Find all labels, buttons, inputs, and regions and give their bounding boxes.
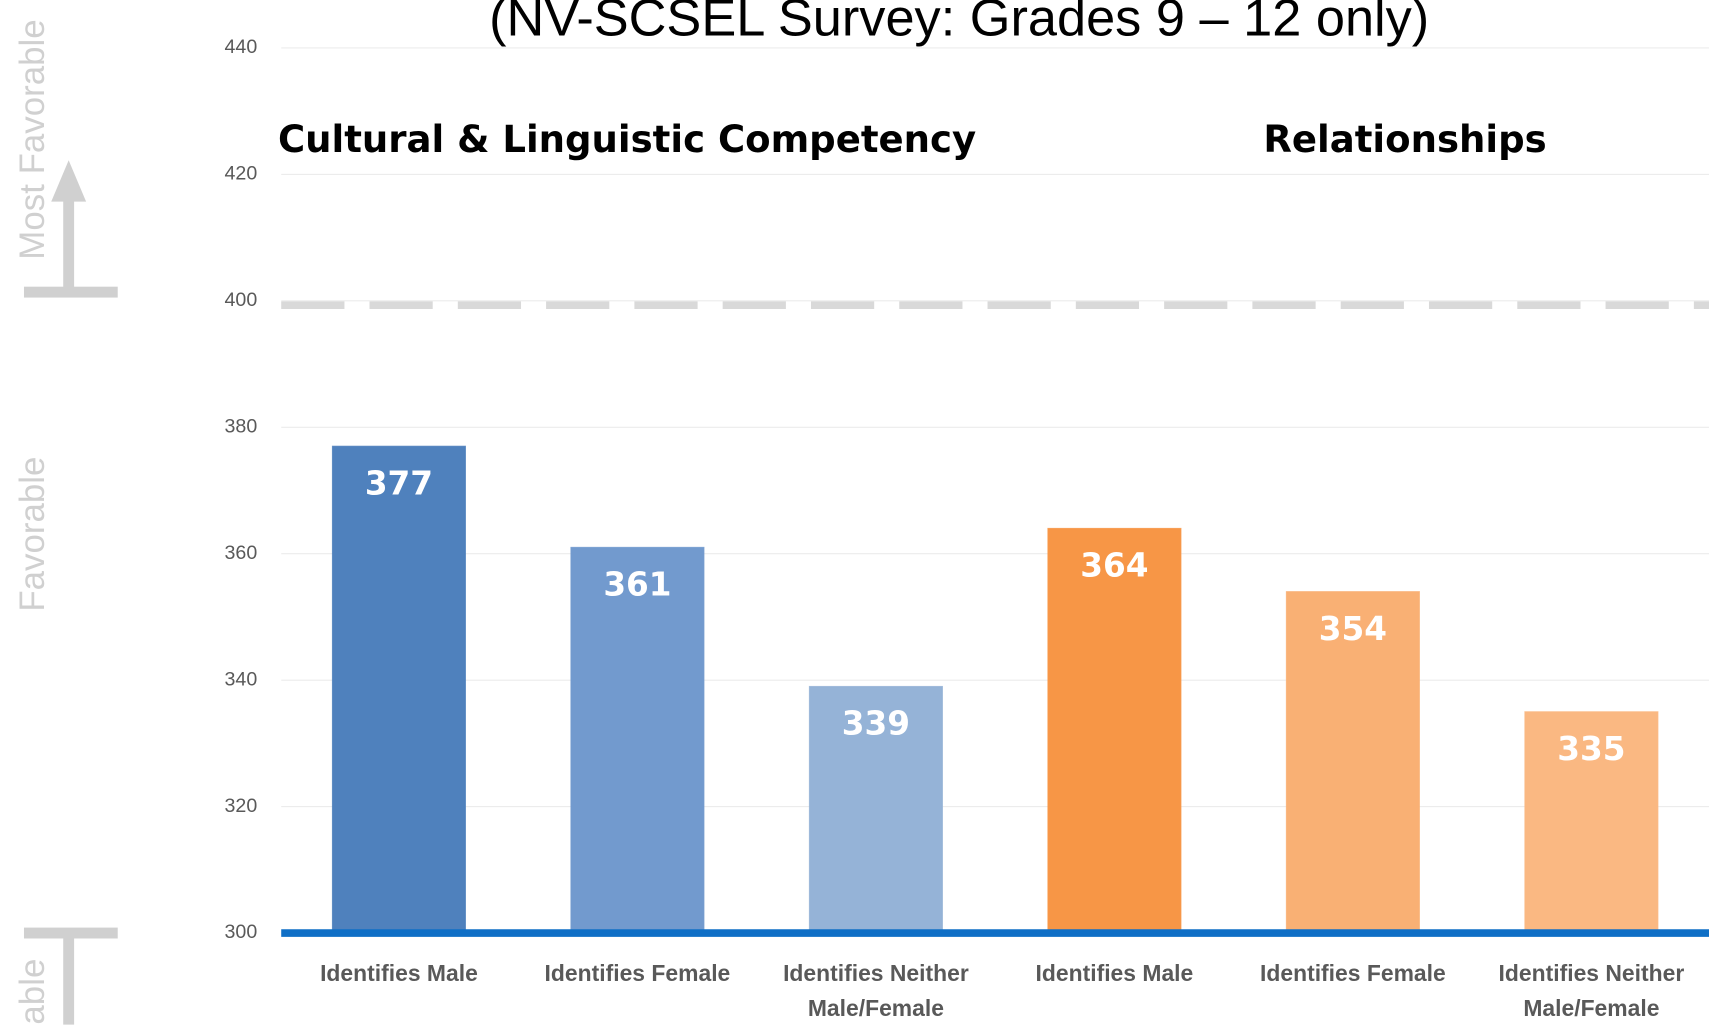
y-tick-label: 360 — [225, 542, 258, 564]
y-tick-label: 380 — [225, 415, 258, 437]
bar — [1285, 591, 1420, 934]
side-arrows — [23, 160, 118, 1025]
arrow-shaft — [63, 196, 75, 295]
arrow-shaft — [63, 933, 75, 1025]
y-tick-label: 400 — [225, 289, 258, 311]
y-tick-label: 440 — [225, 36, 258, 58]
y-tick-label: 320 — [225, 795, 258, 817]
value-label: 354 — [1319, 610, 1387, 648]
value-label: 361 — [603, 566, 671, 604]
side-label: able — [13, 959, 52, 1025]
x-tick-label: Identifies Female — [1260, 961, 1446, 987]
y-tick-label: 420 — [225, 163, 258, 185]
y-tick-label: 340 — [225, 668, 258, 690]
arrow-head — [51, 160, 87, 202]
bar — [808, 685, 943, 934]
group-title: Cultural & Linguistic Competency — [278, 118, 976, 161]
x-tick-label: Identifies Male — [1035, 961, 1194, 987]
bar — [331, 445, 466, 934]
side-label: Most Favorable — [13, 19, 52, 259]
bar — [1047, 527, 1182, 934]
x-tick-label: Identifies Neither Male/Female — [783, 961, 969, 1022]
x-tick-label: Identifies Female — [544, 961, 731, 987]
x-tick-label: Identifies Male — [320, 961, 478, 987]
x-tick-label: Identifies Neither Male/Female — [1498, 961, 1685, 1022]
side-label: Favorable — [13, 457, 52, 612]
y-tick-label: 300 — [225, 921, 258, 943]
chart-title: (NV-SCSEL Survey: Grades 9 – 12 only) — [489, 0, 1429, 48]
bar — [570, 546, 705, 934]
value-label: 335 — [1557, 730, 1625, 768]
bar — [1524, 711, 1659, 934]
value-label: 364 — [1080, 547, 1148, 585]
group-title: Relationships — [1263, 118, 1546, 161]
value-label: 339 — [842, 705, 910, 743]
arrow-base — [23, 286, 118, 298]
value-label: 377 — [365, 464, 433, 502]
